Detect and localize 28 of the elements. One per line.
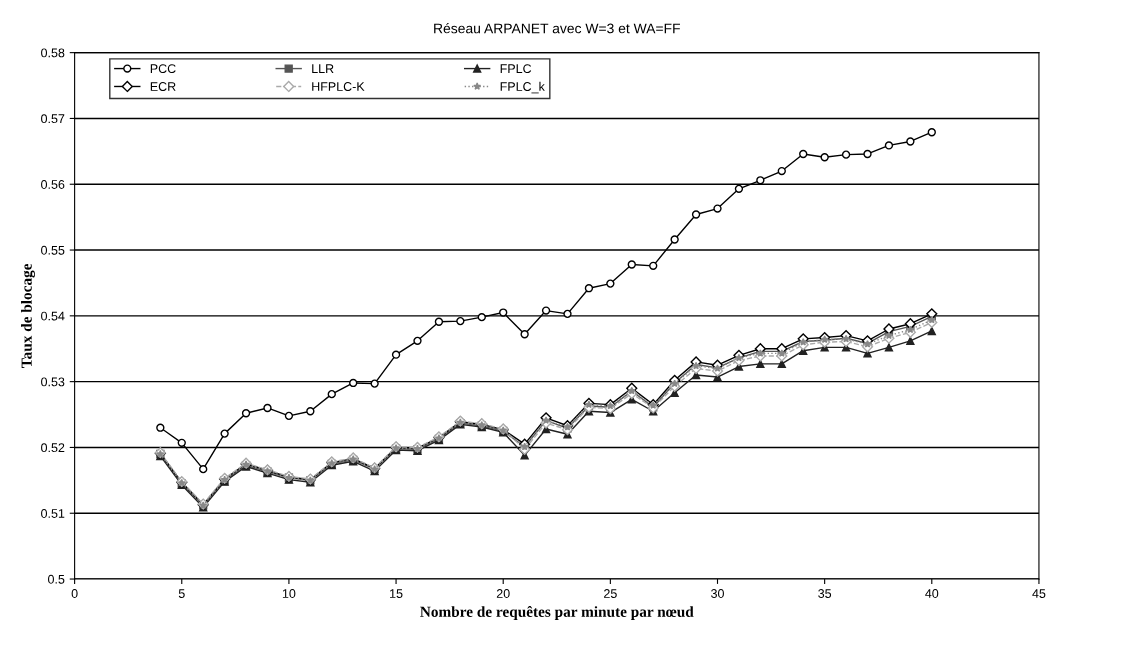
x-axis-title: Nombre de requêtes par minute par nœud bbox=[420, 605, 694, 620]
x-tick-label: 5 bbox=[178, 589, 185, 598]
y-tick-label: 0.55 bbox=[41, 245, 65, 255]
y-tick-label: 0.5 bbox=[48, 574, 65, 584]
x-tick-label: 40 bbox=[925, 589, 939, 598]
x-tick-label: 15 bbox=[390, 589, 403, 598]
x-tick-label: 10 bbox=[282, 589, 296, 598]
legend-label: HFPLC-K bbox=[312, 82, 365, 91]
x-tick-label: 20 bbox=[496, 589, 510, 598]
y-tick-label: 0.51 bbox=[41, 509, 65, 518]
y-axis-title: Taux de blocage bbox=[21, 263, 36, 368]
x-tick-label: 35 bbox=[818, 589, 832, 598]
x-tick-label: 25 bbox=[604, 589, 617, 598]
legend-label: ECR bbox=[150, 82, 176, 91]
y-tick-label: 0.52 bbox=[41, 443, 65, 453]
x-tick-label: 0 bbox=[71, 589, 78, 598]
chart-title: Réseau ARPANET avec W=3 et WA=FF bbox=[434, 22, 680, 34]
x-tick-label: 30 bbox=[711, 589, 724, 598]
legend-label: PCC bbox=[150, 64, 176, 74]
y-tick-label: 0.54 bbox=[41, 311, 65, 321]
legend-label: FPLC bbox=[500, 64, 532, 74]
y-tick-label: 0.53 bbox=[41, 377, 65, 387]
legend-label: FPLC_k bbox=[500, 81, 545, 94]
y-tick-label: 0.57 bbox=[41, 114, 65, 124]
x-tick-label: 45 bbox=[1032, 589, 1046, 598]
y-tick-label: 0.56 bbox=[41, 180, 65, 189]
legend-label: LLR bbox=[312, 64, 334, 73]
y-tick-label: 0.58 bbox=[41, 48, 65, 58]
